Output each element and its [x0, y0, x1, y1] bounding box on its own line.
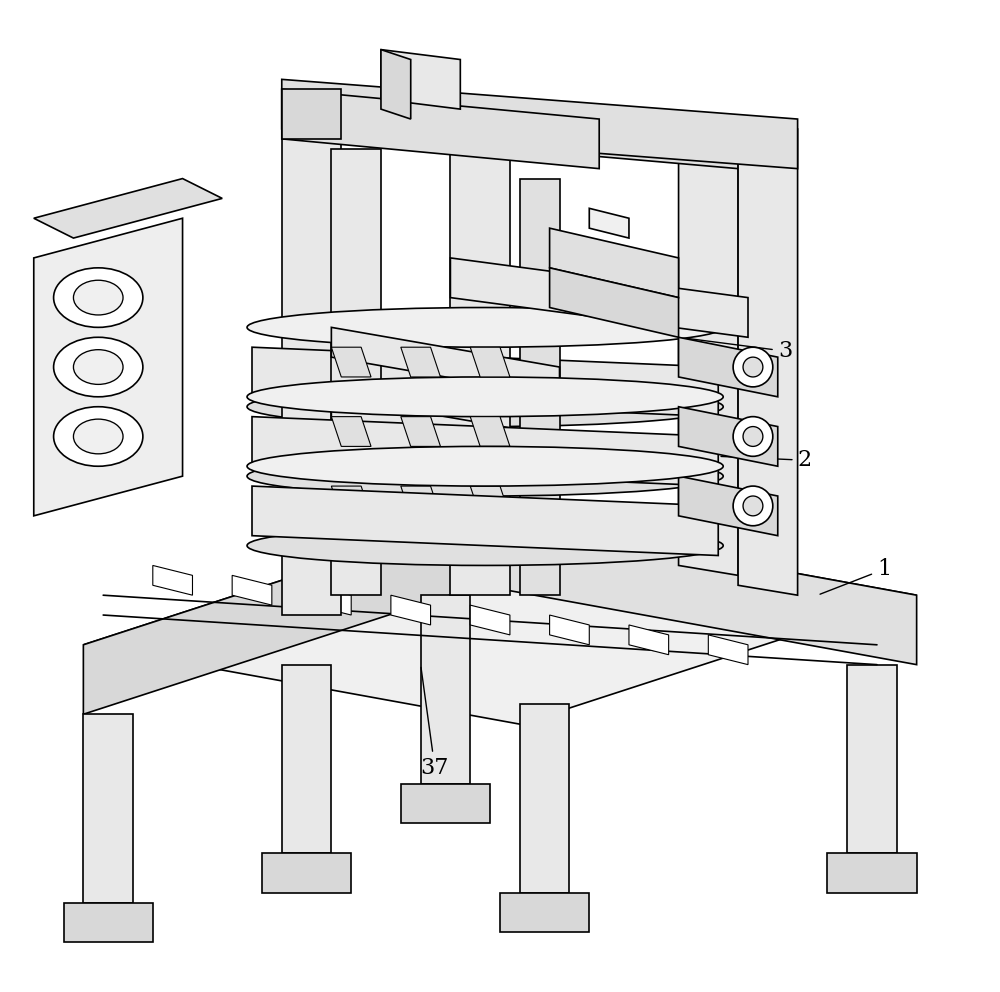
Polygon shape [252, 347, 718, 417]
Polygon shape [629, 625, 669, 655]
Polygon shape [500, 893, 589, 932]
Polygon shape [331, 486, 371, 516]
Ellipse shape [743, 496, 763, 516]
Polygon shape [550, 615, 589, 645]
Polygon shape [282, 89, 738, 169]
Polygon shape [550, 228, 679, 298]
Polygon shape [391, 595, 431, 625]
Polygon shape [450, 149, 510, 595]
Polygon shape [679, 407, 778, 466]
Text: 37: 37 [421, 668, 449, 779]
Ellipse shape [743, 427, 763, 446]
Polygon shape [847, 665, 897, 853]
Polygon shape [401, 784, 490, 823]
Polygon shape [282, 119, 341, 615]
Polygon shape [401, 486, 440, 516]
Polygon shape [252, 417, 718, 486]
Polygon shape [381, 50, 460, 109]
Polygon shape [520, 704, 569, 893]
Ellipse shape [733, 486, 773, 526]
Ellipse shape [247, 377, 723, 417]
Ellipse shape [247, 456, 723, 496]
Polygon shape [282, 79, 798, 169]
Polygon shape [252, 486, 718, 556]
Polygon shape [282, 89, 599, 169]
Polygon shape [827, 853, 917, 893]
Polygon shape [331, 149, 381, 595]
Polygon shape [312, 585, 351, 615]
Polygon shape [34, 218, 183, 516]
Polygon shape [282, 89, 341, 139]
Polygon shape [470, 347, 510, 377]
Polygon shape [34, 179, 222, 238]
Ellipse shape [73, 349, 123, 384]
Ellipse shape [54, 268, 143, 327]
Polygon shape [550, 268, 679, 337]
Polygon shape [679, 119, 738, 575]
Polygon shape [470, 486, 510, 516]
Polygon shape [153, 565, 192, 595]
Ellipse shape [733, 347, 773, 387]
Polygon shape [83, 516, 480, 714]
Polygon shape [421, 595, 470, 784]
Polygon shape [232, 575, 272, 605]
Ellipse shape [743, 357, 763, 377]
Polygon shape [470, 417, 510, 446]
Polygon shape [738, 119, 798, 595]
Ellipse shape [733, 417, 773, 456]
Polygon shape [381, 50, 411, 119]
Text: 1: 1 [820, 558, 891, 594]
Text: 3: 3 [681, 337, 792, 362]
Polygon shape [520, 179, 560, 595]
Polygon shape [64, 903, 153, 942]
Polygon shape [83, 516, 917, 724]
Ellipse shape [247, 446, 723, 486]
Polygon shape [401, 347, 440, 377]
Ellipse shape [73, 419, 123, 453]
Polygon shape [331, 347, 371, 377]
Ellipse shape [73, 281, 123, 315]
Ellipse shape [54, 407, 143, 466]
Ellipse shape [247, 387, 723, 427]
Polygon shape [83, 714, 133, 903]
Polygon shape [679, 476, 778, 536]
Polygon shape [480, 516, 917, 665]
Polygon shape [679, 337, 778, 397]
Polygon shape [331, 397, 560, 466]
Polygon shape [262, 853, 351, 893]
Polygon shape [401, 417, 440, 446]
Polygon shape [282, 665, 331, 853]
Polygon shape [470, 605, 510, 635]
Polygon shape [331, 417, 371, 446]
Ellipse shape [247, 526, 723, 565]
Text: 2: 2 [721, 449, 812, 471]
Polygon shape [450, 258, 748, 337]
Polygon shape [708, 635, 748, 665]
Polygon shape [589, 208, 629, 238]
Polygon shape [331, 327, 560, 397]
Ellipse shape [247, 308, 723, 347]
Ellipse shape [54, 337, 143, 397]
